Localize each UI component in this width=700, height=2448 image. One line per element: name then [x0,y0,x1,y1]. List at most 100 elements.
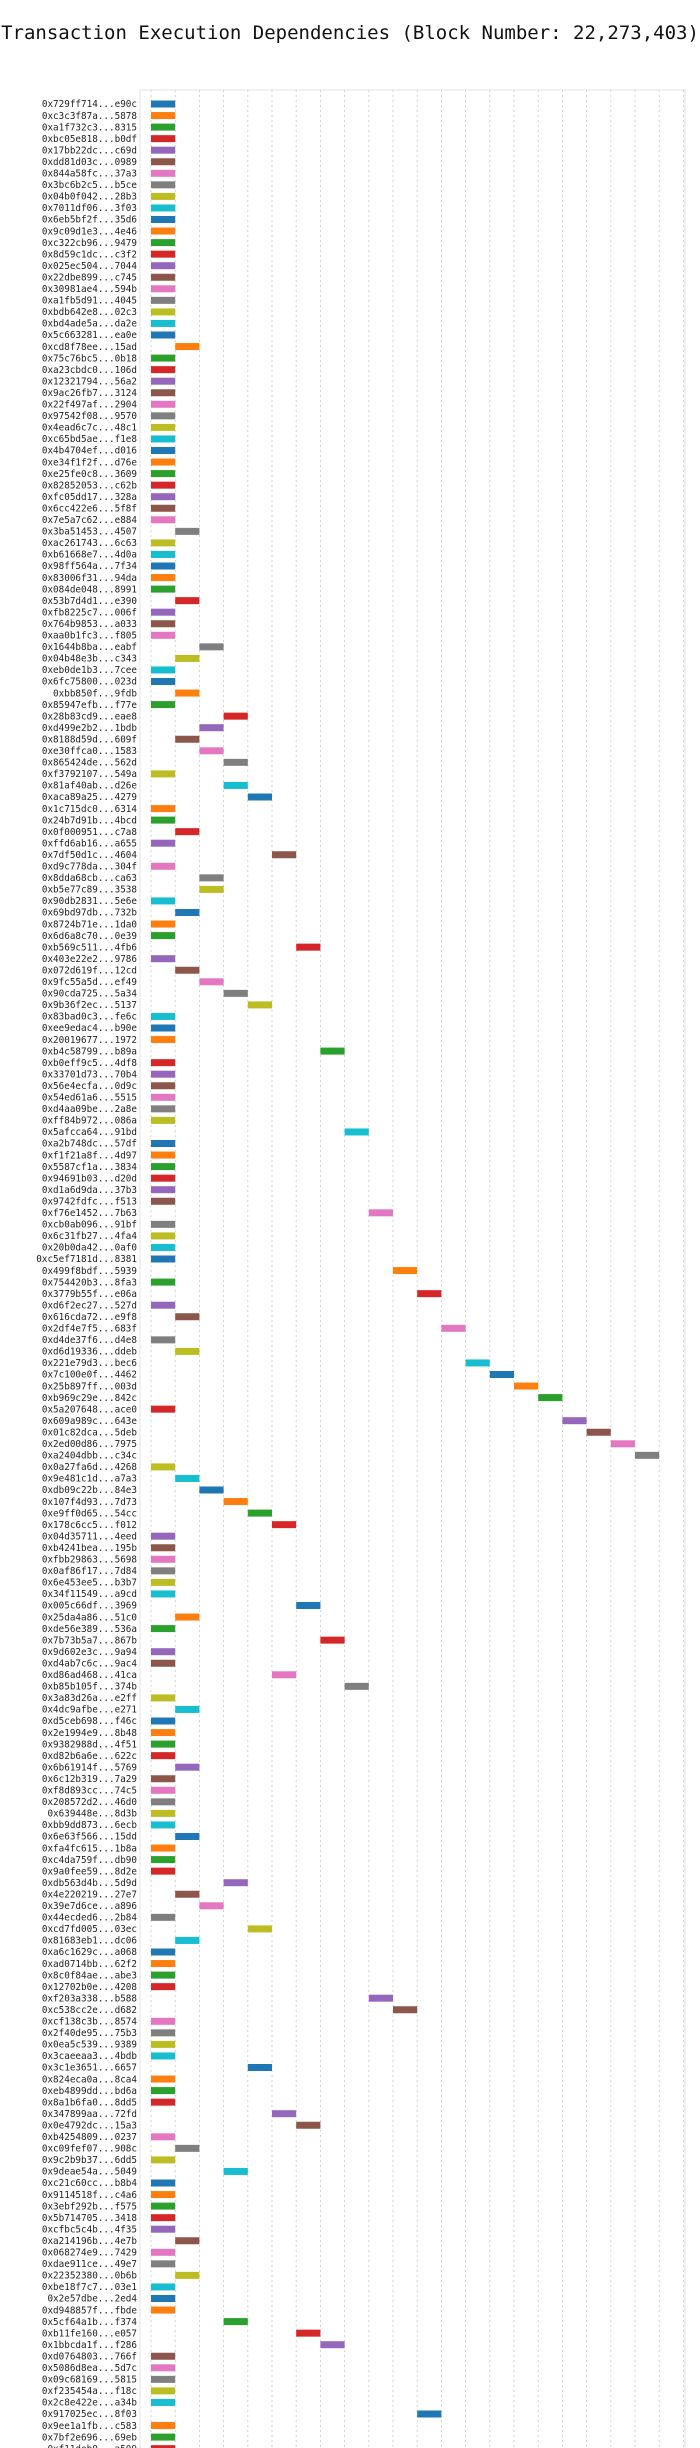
transaction-bar [417,2410,442,2418]
transaction-label: 0xd948857f...fbde [42,2305,138,2316]
transaction-bar [151,2156,176,2164]
transaction-label: 0x83bad0c3...fe6c [42,1012,137,1023]
transaction-bar [151,2214,176,2222]
transaction-bar [272,1671,297,1679]
gridlines [139,89,686,2448]
transaction-bar [151,1729,176,1737]
transaction-label: 0xcf138c3b...8574 [42,2017,138,2028]
transaction-bar [151,678,176,685]
transaction-label: 0x6c12b319...7a29 [42,1774,137,1785]
transaction-bar [272,1521,297,1529]
transaction-label: 0x81af40ab...d26e [42,781,138,792]
transaction-bar [199,978,224,986]
transaction-bar [272,2110,297,2118]
transaction-label: 0x2e57dbe...2ed4 [47,2294,137,2305]
transaction-label: 0xd86ad468...41ca [42,1670,137,1681]
transaction-bar [151,1567,176,1575]
transaction-label: 0x3caeeaa3...4bdb [42,2051,138,2062]
transaction-label: 0x8dda68cb...ca63 [42,873,137,884]
transaction-label: 0x22352380...0b6b [42,2271,138,2282]
transaction-label: 0x22dbe899...c745 [42,272,137,283]
transaction-bar [151,574,176,582]
transaction-label: 0xd1a6d9da...37b3 [42,1185,137,1196]
transaction-bar [344,1682,369,1690]
transaction-label: 0x6b61914f...5769 [42,1762,137,1773]
transaction-bar [320,2341,345,2349]
transaction-label: 0x4b4704ef...d016 [42,446,137,457]
transaction-label: 0xbdb642e8...02c3 [42,307,137,318]
transaction-bar [151,666,176,674]
transaction-bar [151,296,176,304]
transaction-label: 0xc65bd5ae...f1e8 [42,434,137,445]
transaction-bar [151,585,176,593]
transaction-bar [151,389,176,397]
transaction-label: 0x81683eb1...dc06 [42,1936,137,1947]
transaction-label: 0x0a27fa6d...4268 [42,1462,137,1473]
transaction-label: 0x639448e...8d3b [47,1809,137,1820]
transaction-label: 0xd6f2ec27...527d [42,1300,137,1311]
transaction-bar [151,1255,176,1263]
transaction-bar [151,1775,176,1783]
transaction-label: 0x9a0fee59...8d2e [42,1866,138,1877]
transaction-bar [151,273,176,281]
transaction-bar [368,1209,393,1217]
transaction-label: 0x44ecded6...2b84 [42,1913,138,1924]
transaction-label: 0x7df50d1c...4604 [42,850,138,861]
transaction-label: 0x33701d73...70b4 [42,1069,138,1080]
transaction-bar [151,216,176,223]
transaction-bar [151,2387,176,2395]
transaction-label: 0x729ff714...e90c [42,99,137,110]
transaction-label: 0x0ea5c539...9389 [42,2040,137,2051]
transaction-label: 0x5086d8ea...5d7c [42,2363,137,2374]
transaction-bar [151,1960,176,1968]
transaction-label: 0xbc05e818...b0df [42,134,137,145]
transaction-label: 0x403e22e2...9786 [42,954,137,965]
transaction-bar [151,2017,176,2025]
transaction-label: 0x1c715dc0...6314 [42,804,138,815]
transaction-label: 0x844a58fc...37a3 [42,169,137,180]
transaction-label: 0x6d6a8c70...0e39 [42,931,137,942]
transaction-label: 0x824eca0a...8ca4 [42,2074,138,2085]
transaction-label: 0x17bb22dc...c69d [42,145,137,156]
transaction-bar [151,1463,176,1471]
transaction-label: 0x8724b71e...1da0 [42,919,137,930]
transaction-bar [151,2260,176,2268]
transaction-label: 0xa214196b...4e7b [42,2236,138,2247]
transaction-bar [247,1001,272,1009]
transaction-bar [344,1128,369,1136]
transaction-bar [151,285,176,293]
transaction-bar [151,1809,176,1817]
transaction-bar [151,423,176,431]
transaction-label: 0x83006f31...94da [42,573,137,584]
transaction-label: 0x97542f08...9570 [42,411,137,422]
transaction-label: 0xcd7fd005...03ec [42,1924,137,1935]
transaction-label: 0xfbb29863...5698 [42,1555,137,1566]
transaction-label: 0xeb4899dd...bd6a [42,2086,137,2097]
transaction-label: 0x9e481c1d...a7a3 [42,1474,137,1485]
transaction-bar [199,874,224,882]
transaction-bar [151,2202,176,2210]
transaction-label: 0x072d619f...12cd [42,965,137,976]
transaction-bar [151,897,176,905]
transaction-label: 0xf8d893cc...74c5 [42,1786,137,1797]
transaction-bar [175,2271,200,2279]
transaction-bar [151,2191,176,2199]
transaction-bar [151,1036,176,1044]
transaction-label: 0xff84b972...086a [42,1116,137,1127]
transaction-bar [223,1879,248,1887]
transaction-label: 0x54ed61a6...5515 [42,1093,137,1104]
transaction-bar [151,470,176,478]
transaction-bar [151,620,176,628]
transaction-label: 0xa1f732c3...8315 [42,122,137,133]
transaction-bar [151,1740,176,1748]
transaction-bar [151,1786,176,1794]
transaction-bar [538,1394,563,1402]
transaction-bar [151,2075,176,2083]
transaction-bar [151,2295,176,2302]
transaction-label: 0x4dc9afbe...e271 [42,1705,137,1716]
transaction-label: 0x9fc55a5d...ef49 [42,977,137,988]
transaction-bar [151,1116,176,1124]
transaction-label: 0x9b36f2ec...5137 [42,1000,137,1011]
transaction-label: 0x3779b55f...e06a [42,1289,137,1300]
